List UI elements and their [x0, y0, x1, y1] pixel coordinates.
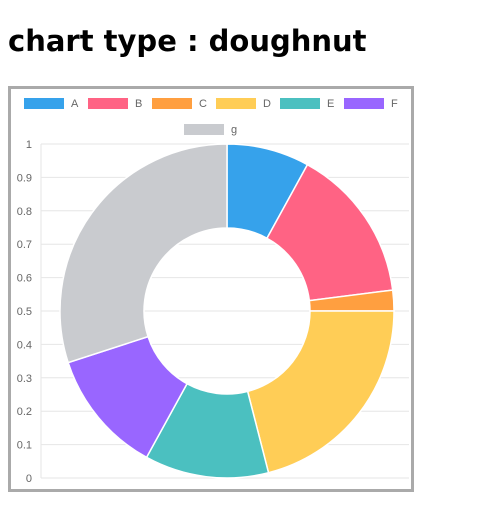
y-tick-label: 0.5: [17, 306, 32, 318]
y-tick-label: 0.1: [17, 440, 32, 452]
slice-d: [246, 310, 395, 474]
legend-swatch-e: [280, 98, 320, 109]
y-tick-label: 1: [26, 139, 32, 151]
y-tick-label: 0: [26, 473, 32, 485]
legend-swatch-b: [88, 98, 128, 109]
legend-label-d: D: [263, 98, 271, 110]
page-title: chart type : doughnut: [8, 24, 367, 58]
legend-label-e: E: [327, 98, 334, 110]
legend-swatch-g: [184, 124, 224, 135]
legend-label-a: A: [71, 98, 79, 110]
y-tick-label: 0.8: [17, 206, 32, 218]
y-tick-label: 0.7: [17, 239, 32, 251]
doughnut-chart: A B C D E Fg 0 0.1 0.2 0.3 0.4 0.5 0.6 0.7 0.8 0.9 1: [17, 98, 409, 485]
y-tick-label: 0.6: [17, 273, 32, 285]
slice-g: [59, 143, 228, 364]
legend-label-c: C: [199, 98, 207, 110]
legend-swatch-f: [344, 98, 384, 109]
legend-swatch-c: [152, 98, 192, 109]
y-tick-label: 0.4: [17, 339, 32, 351]
legend-swatch-d: [216, 98, 256, 109]
y-tick-label: 0.3: [17, 373, 32, 385]
legend-label-b: B: [135, 98, 142, 110]
legend-swatch-a: [24, 98, 64, 109]
legend-label-g: g: [231, 124, 237, 136]
legend-label-f: F: [391, 98, 398, 110]
y-tick-label: 0.2: [17, 406, 32, 418]
y-tick-label: 0.9: [17, 172, 32, 184]
